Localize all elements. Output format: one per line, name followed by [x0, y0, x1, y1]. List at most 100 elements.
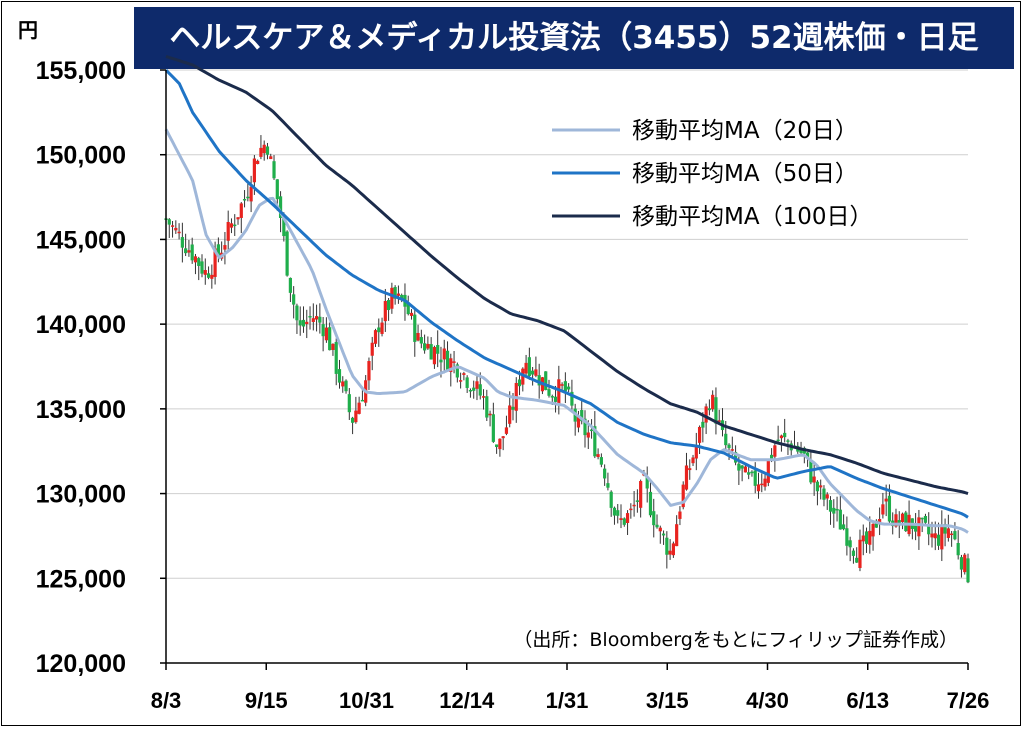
- candle-down: [301, 319, 306, 327]
- candle-up: [203, 270, 207, 275]
- candle-down: [436, 345, 440, 354]
- candle-down: [413, 314, 417, 342]
- candle-down: [835, 508, 839, 511]
- candle-down: [737, 463, 741, 471]
- candle-down: [282, 216, 286, 237]
- candle-up: [560, 384, 564, 386]
- candlesticks: [164, 135, 970, 584]
- candle-down: [753, 470, 757, 486]
- candle-up: [481, 396, 486, 398]
- candle-up: [367, 361, 371, 381]
- x-axis-ticks: 8/3 9/15 10/31 12/14 1/31 3/15 4/30 6/13 7/26: [151, 663, 990, 713]
- candle-up: [390, 287, 394, 309]
- candle-up: [868, 530, 872, 545]
- candle-up: [331, 343, 335, 350]
- candle-down: [707, 408, 711, 411]
- candle-down: [468, 389, 473, 392]
- candle-down: [606, 483, 610, 488]
- candle-down: [167, 219, 171, 225]
- candle-up: [354, 410, 358, 423]
- candle-down: [206, 273, 211, 278]
- candle-up: [681, 484, 685, 508]
- legend-label-ma20: 移動平均MA（20日）: [632, 118, 858, 144]
- candle-up: [950, 533, 954, 536]
- candle-down: [272, 161, 276, 179]
- candle-down: [570, 391, 574, 406]
- candle-down: [923, 515, 928, 523]
- candle-down: [491, 414, 495, 442]
- candle-down: [511, 406, 515, 410]
- candle-up: [894, 514, 898, 527]
- candle-down: [292, 294, 296, 305]
- candle-down: [740, 465, 744, 469]
- y-tick-label: 140,000: [36, 311, 126, 339]
- candle-up: [239, 203, 243, 218]
- candle-down: [747, 472, 751, 475]
- candle-down: [914, 525, 918, 532]
- candle-up: [596, 454, 600, 458]
- candle-up: [488, 413, 492, 416]
- candle-down: [622, 518, 626, 525]
- candle-up: [341, 381, 345, 387]
- candle-up: [449, 358, 453, 372]
- candle-down: [806, 452, 810, 458]
- candle-down: [544, 371, 548, 390]
- candle-down: [655, 524, 659, 528]
- candle-up: [498, 438, 502, 450]
- candle-down: [423, 343, 427, 351]
- candle-down: [429, 344, 433, 360]
- candle-down: [550, 396, 554, 398]
- candle-up: [187, 250, 191, 253]
- candle-up: [252, 158, 256, 183]
- x-tick-label: 10/31: [339, 688, 394, 713]
- candle-down: [848, 540, 852, 548]
- candle-up: [432, 347, 437, 365]
- y-tick-label: 125,000: [36, 565, 126, 593]
- candle-up: [223, 245, 227, 250]
- candle-up: [917, 517, 921, 537]
- candle-down: [769, 454, 774, 460]
- candle-up: [370, 342, 374, 356]
- candle-down: [184, 248, 188, 254]
- candle-up: [743, 466, 748, 473]
- candle-up: [639, 481, 643, 508]
- candle-up: [773, 445, 777, 457]
- candle-up: [357, 402, 361, 414]
- candle-up: [586, 432, 590, 438]
- candle-down: [295, 305, 299, 321]
- candle-down: [472, 387, 476, 391]
- candle-up: [861, 535, 865, 542]
- candle-down: [275, 179, 279, 200]
- candle-up: [668, 550, 672, 555]
- legend-label-ma100: 移動平均MA（100日）: [632, 204, 872, 230]
- candle-down: [465, 377, 469, 388]
- candle-down: [495, 444, 499, 448]
- x-tick-label: 7/26: [947, 688, 990, 713]
- candle-down: [645, 476, 649, 489]
- candle-up: [940, 524, 944, 550]
- candle-up: [305, 321, 309, 325]
- candle-up: [426, 343, 430, 349]
- candle-down: [400, 294, 404, 300]
- candle-up: [658, 527, 662, 532]
- candle-down: [855, 557, 859, 563]
- y-tick-label: 150,000: [36, 142, 126, 170]
- x-tick-label: 6/13: [846, 688, 889, 713]
- candle-up: [871, 523, 875, 537]
- x-tick-label: 8/3: [151, 688, 182, 713]
- candle-down: [927, 525, 931, 535]
- candle-up: [711, 394, 715, 410]
- x-tick-label: 9/15: [245, 688, 288, 713]
- candle-up: [730, 449, 734, 451]
- candle-down: [563, 381, 567, 392]
- x-tick-label: 1/31: [546, 688, 589, 713]
- candle-up: [249, 186, 253, 202]
- candle-down: [589, 429, 594, 432]
- candle-up: [373, 330, 378, 344]
- y-tick-label: 135,000: [36, 396, 126, 424]
- candle-down: [553, 396, 558, 402]
- candle-down: [321, 324, 325, 337]
- candle-down: [959, 557, 964, 570]
- candle-down: [527, 357, 531, 376]
- candle-up: [576, 415, 581, 428]
